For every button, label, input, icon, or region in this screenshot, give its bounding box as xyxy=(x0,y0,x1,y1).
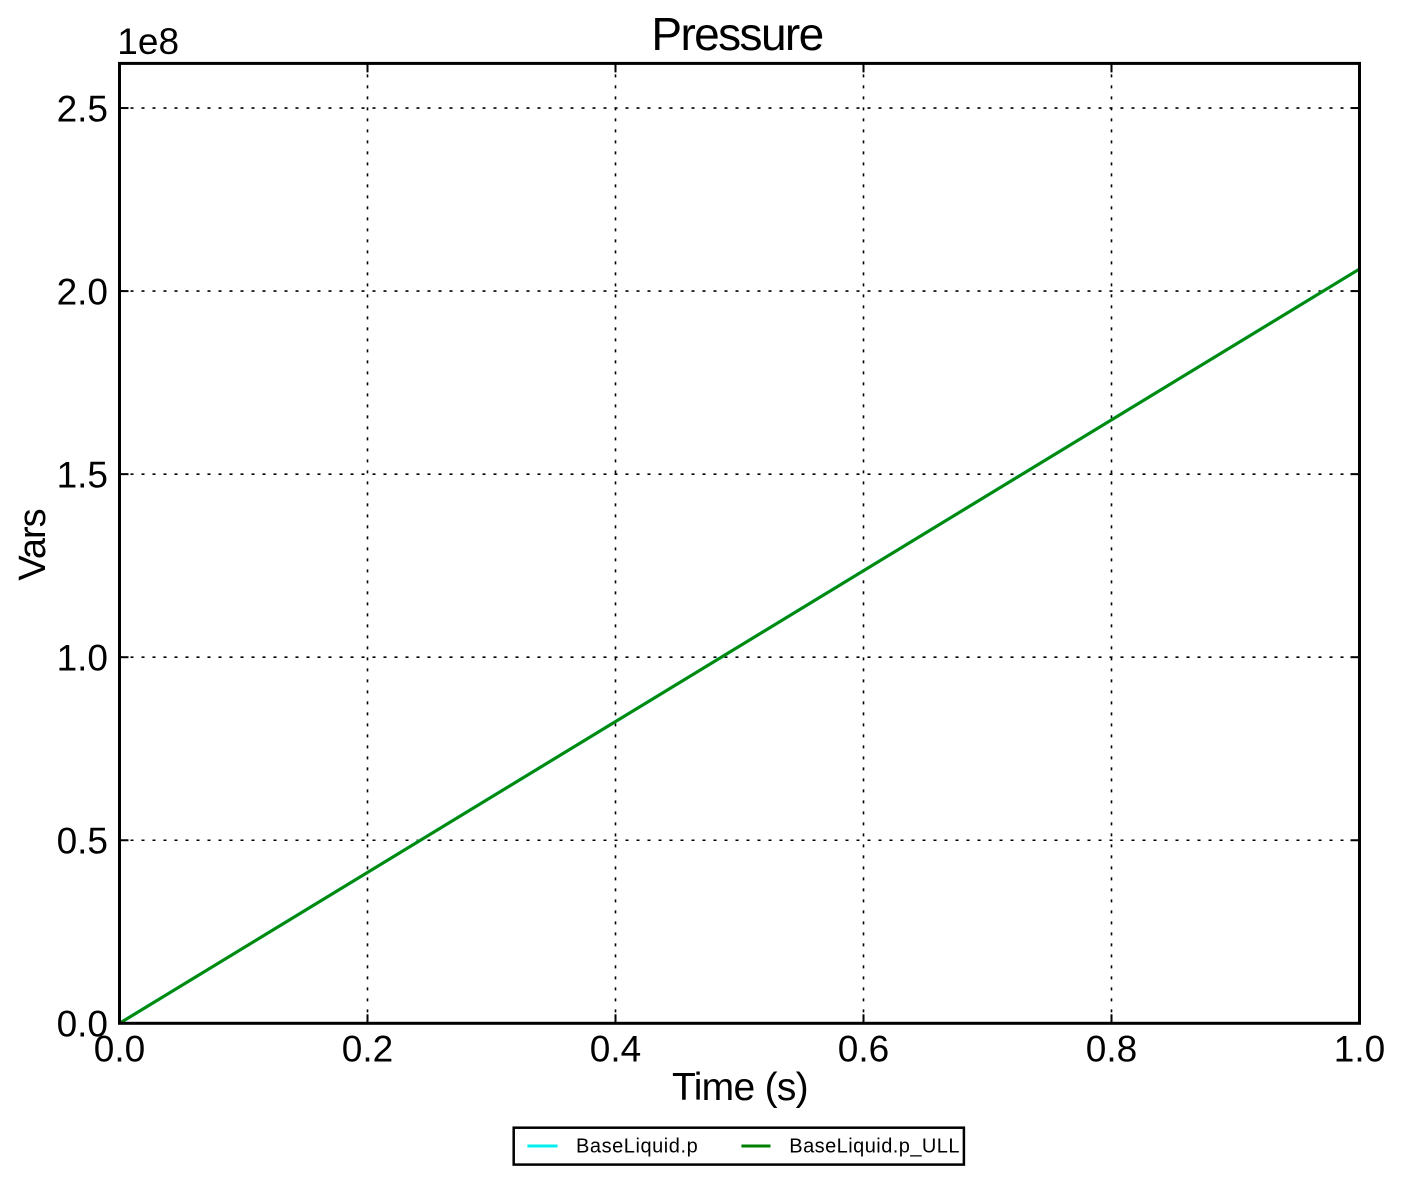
svg-text:1.0: 1.0 xyxy=(1334,1029,1385,1070)
svg-text:0.4: 0.4 xyxy=(590,1029,641,1070)
svg-text:0.5: 0.5 xyxy=(57,821,108,862)
svg-text:0.2: 0.2 xyxy=(342,1029,393,1070)
svg-text:Vars: Vars xyxy=(12,509,54,580)
svg-text:Time (s): Time (s) xyxy=(672,1066,808,1109)
svg-text:BaseLiquid.p: BaseLiquid.p xyxy=(576,1135,698,1157)
svg-text:0.8: 0.8 xyxy=(1086,1029,1137,1070)
svg-text:Pressure: Pressure xyxy=(651,8,822,60)
svg-text:1e8: 1e8 xyxy=(117,21,179,62)
svg-text:0.0: 0.0 xyxy=(94,1029,145,1070)
svg-text:1.0: 1.0 xyxy=(57,637,108,678)
svg-text:1.5: 1.5 xyxy=(57,454,108,495)
svg-text:2.5: 2.5 xyxy=(57,88,108,129)
svg-text:2.0: 2.0 xyxy=(57,271,108,312)
svg-text:0.6: 0.6 xyxy=(838,1029,889,1070)
svg-text:0.0: 0.0 xyxy=(57,1004,108,1045)
svg-text:BaseLiquid.p_ULL: BaseLiquid.p_ULL xyxy=(789,1135,960,1157)
